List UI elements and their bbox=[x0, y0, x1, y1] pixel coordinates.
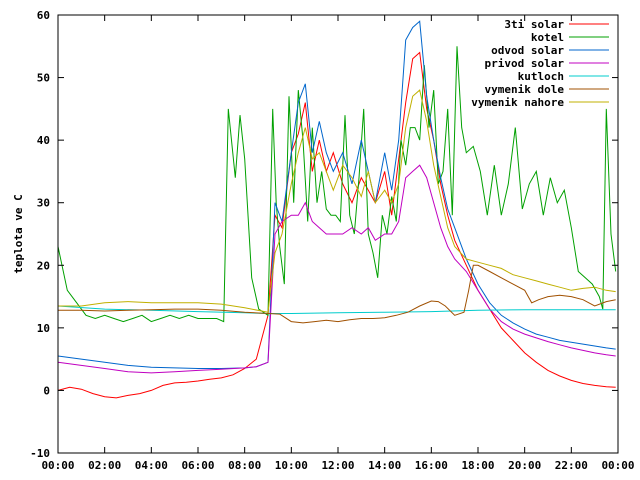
x-tick-label: 14:00 bbox=[368, 459, 401, 472]
legend-label-odvod-solar: odvod solar bbox=[491, 44, 564, 57]
y-axis-label: teplota ve C bbox=[12, 194, 25, 273]
x-tick-label: 06:00 bbox=[181, 459, 214, 472]
x-tick-label: 02:00 bbox=[88, 459, 121, 472]
series-line-3ti-solar bbox=[57, 51, 616, 399]
legend-label-vymenik-dole: vymenik dole bbox=[485, 83, 565, 96]
x-tick-label: 16:00 bbox=[415, 459, 448, 472]
x-tick-label: 10:00 bbox=[275, 459, 308, 472]
series-line-kotel bbox=[57, 46, 617, 323]
x-tick-label: 04:00 bbox=[135, 459, 168, 472]
x-tick-label: 20:00 bbox=[508, 459, 541, 472]
x-tick-label: 18:00 bbox=[461, 459, 494, 472]
x-tick-label: 12:00 bbox=[321, 459, 354, 472]
legend-label-privod-solar: privod solar bbox=[485, 57, 565, 70]
y-tick-label: 50 bbox=[37, 72, 50, 85]
series-layer bbox=[57, 20, 617, 399]
series-line-kutloch bbox=[57, 305, 616, 314]
y-tick-label: 60 bbox=[37, 9, 50, 22]
ticks-layer: -10 0 10 20 30 40 50 60 00:00 02:00 04:00 06:00 08:0… bbox=[30, 9, 634, 472]
series-line-vymenik-nahore bbox=[58, 89, 616, 313]
y-tick-label: -10 bbox=[30, 447, 50, 460]
x-tick-label: 00:00 bbox=[41, 459, 74, 472]
y-tick-label: 20 bbox=[37, 259, 50, 272]
legend-label-vymenik-nahore: vymenik nahore bbox=[471, 96, 564, 109]
x-tick-label: 22:00 bbox=[555, 459, 588, 472]
legend-label-kutloch: kutloch bbox=[518, 70, 564, 83]
legend-label-kotel: kotel bbox=[531, 31, 564, 44]
legend-label-3ti-solar: 3ti solar bbox=[504, 18, 564, 31]
series-line-privod-solar bbox=[57, 164, 616, 374]
y-tick-label: 40 bbox=[37, 134, 50, 147]
y-tick-label: 30 bbox=[37, 197, 50, 210]
y-tick-label: 10 bbox=[37, 322, 50, 335]
y-tick-label: 0 bbox=[43, 384, 50, 397]
x-tick-label: 08:00 bbox=[228, 459, 261, 472]
x-tick-label: 00:00 bbox=[601, 459, 634, 472]
series-line-vymenik-dole bbox=[58, 264, 616, 324]
